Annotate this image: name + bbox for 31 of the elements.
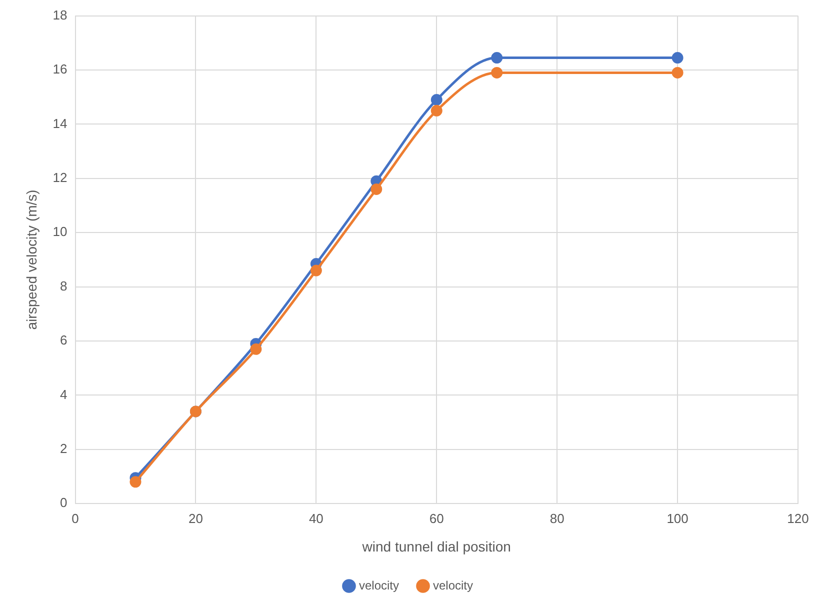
y-tick-label: 4 — [60, 386, 68, 402]
point — [672, 52, 684, 64]
y-tick-label: 18 — [52, 7, 68, 22]
legend-label: velocity — [358, 578, 399, 592]
point — [430, 94, 442, 106]
x-tick-label: 100 — [666, 510, 688, 526]
y-tick-label: 2 — [60, 440, 68, 456]
y-tick-label: 8 — [60, 278, 68, 294]
point — [672, 66, 684, 78]
point — [130, 476, 142, 488]
y-tick-label: 12 — [52, 170, 68, 185]
x-tick-label: 80 — [550, 510, 564, 526]
y-tick-label: 10 — [52, 224, 68, 240]
x-tick-label: 60 — [429, 510, 444, 526]
point — [491, 52, 503, 64]
x-tick-label: 20 — [188, 510, 203, 526]
legend-label: velocity — [433, 578, 474, 592]
x-tick-label: 0 — [72, 510, 79, 526]
point — [430, 104, 442, 116]
y-axis-title: airspeed velocity (m/s) — [23, 190, 40, 330]
y-tick-label: 16 — [52, 62, 68, 77]
x-tick-label: 120 — [787, 510, 809, 526]
y-tick-label: 0 — [60, 495, 68, 510]
point — [310, 264, 322, 276]
point — [370, 183, 382, 195]
point — [491, 66, 503, 78]
x-axis-title: wind tunnel dial position — [361, 538, 511, 554]
y-tick-label: 6 — [60, 332, 68, 348]
y-tick-label: 14 — [52, 116, 68, 131]
point — [250, 343, 262, 355]
x-tick-label: 40 — [308, 510, 324, 526]
